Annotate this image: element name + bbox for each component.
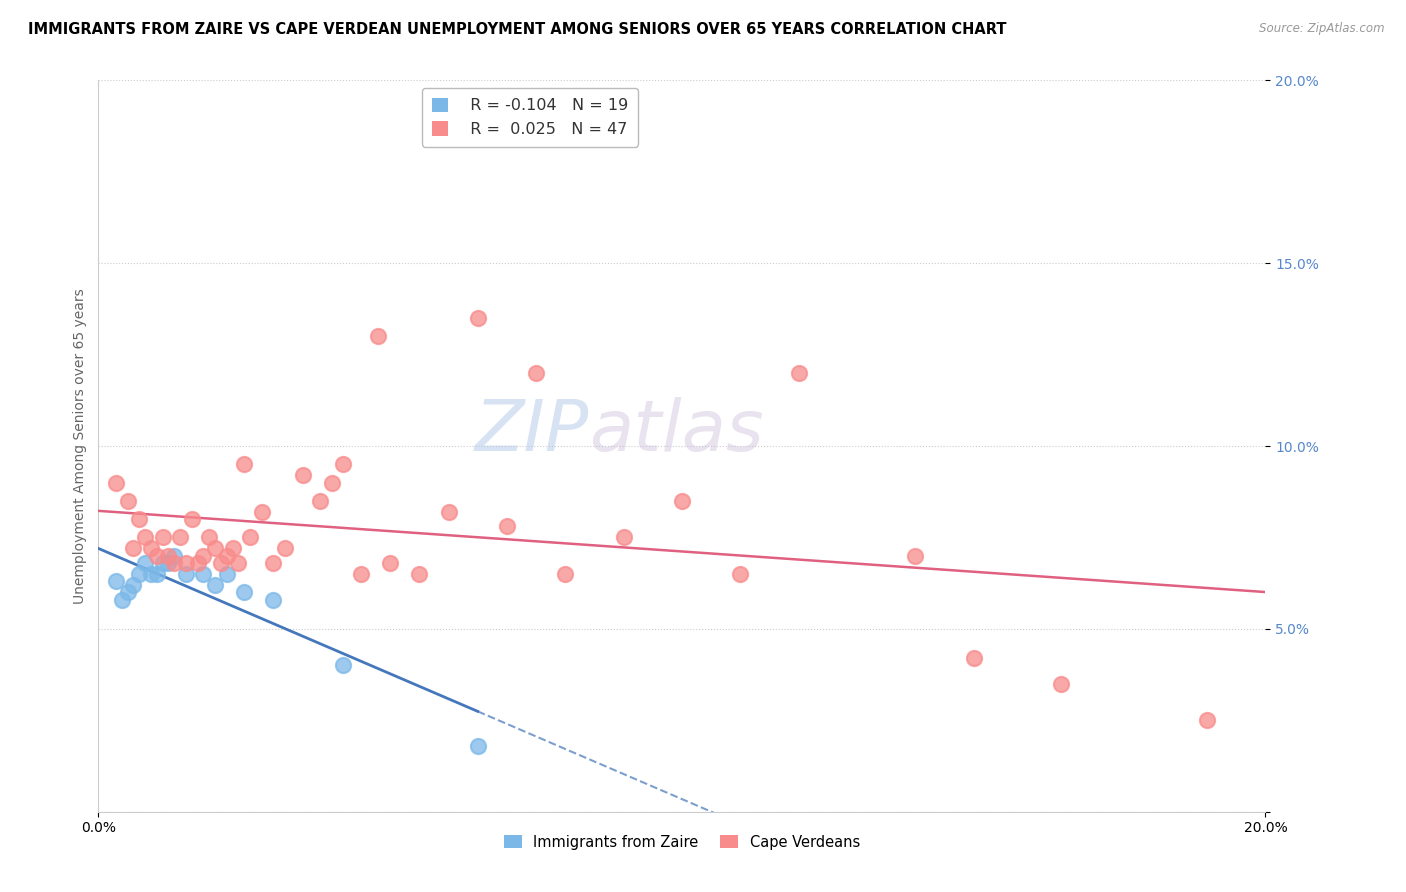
Text: atlas: atlas	[589, 397, 763, 466]
Point	[221, 541, 243, 556]
Point	[274, 541, 297, 556]
Point	[467, 739, 489, 753]
Point	[367, 329, 389, 343]
Point	[350, 567, 373, 582]
Text: ZIP: ZIP	[474, 397, 589, 466]
Point	[163, 556, 186, 570]
Point	[152, 530, 174, 544]
Point	[198, 530, 221, 544]
Point	[730, 567, 752, 582]
Point	[152, 556, 174, 570]
Point	[332, 658, 354, 673]
Point	[233, 585, 256, 599]
Point	[157, 549, 180, 563]
Point	[321, 475, 343, 490]
Point	[111, 592, 134, 607]
Point	[104, 475, 127, 490]
Point	[250, 505, 273, 519]
Point	[787, 366, 810, 380]
Point	[128, 567, 150, 582]
Point	[163, 549, 186, 563]
Point	[169, 530, 191, 544]
Point	[671, 494, 693, 508]
Point	[380, 556, 402, 570]
Point	[262, 556, 284, 570]
Point	[139, 541, 162, 556]
Point	[962, 651, 984, 665]
Point	[128, 512, 150, 526]
Point	[209, 556, 232, 570]
Point	[1195, 714, 1218, 728]
Point	[309, 494, 332, 508]
Point	[174, 556, 197, 570]
Point	[496, 519, 519, 533]
Text: IMMIGRANTS FROM ZAIRE VS CAPE VERDEAN UNEMPLOYMENT AMONG SENIORS OVER 65 YEARS C: IMMIGRANTS FROM ZAIRE VS CAPE VERDEAN UN…	[28, 22, 1007, 37]
Y-axis label: Unemployment Among Seniors over 65 years: Unemployment Among Seniors over 65 years	[73, 288, 87, 604]
Point	[554, 567, 576, 582]
Point	[122, 578, 145, 592]
Point	[408, 567, 430, 582]
Point	[1050, 676, 1073, 690]
Point	[139, 567, 162, 582]
Point	[612, 530, 634, 544]
Point	[215, 549, 238, 563]
Point	[157, 556, 180, 570]
Legend: Immigrants from Zaire, Cape Verdeans: Immigrants from Zaire, Cape Verdeans	[498, 829, 866, 855]
Point	[291, 468, 314, 483]
Point	[215, 567, 238, 582]
Point	[239, 530, 262, 544]
Point	[187, 556, 209, 570]
Point	[228, 556, 250, 570]
Point	[174, 567, 197, 582]
Point	[233, 457, 256, 471]
Point	[332, 457, 354, 471]
Point	[117, 585, 139, 599]
Point	[146, 549, 169, 563]
Point	[262, 592, 284, 607]
Point	[134, 530, 156, 544]
Point	[204, 578, 226, 592]
Point	[204, 541, 226, 556]
Point	[134, 556, 156, 570]
Point	[524, 366, 547, 380]
Point	[904, 549, 927, 563]
Point	[193, 567, 215, 582]
Point	[117, 494, 139, 508]
Point	[193, 549, 215, 563]
Point	[104, 574, 127, 589]
Point	[467, 310, 489, 325]
Point	[146, 567, 169, 582]
Point	[180, 512, 202, 526]
Text: Source: ZipAtlas.com: Source: ZipAtlas.com	[1260, 22, 1385, 36]
Point	[437, 505, 460, 519]
Point	[122, 541, 145, 556]
